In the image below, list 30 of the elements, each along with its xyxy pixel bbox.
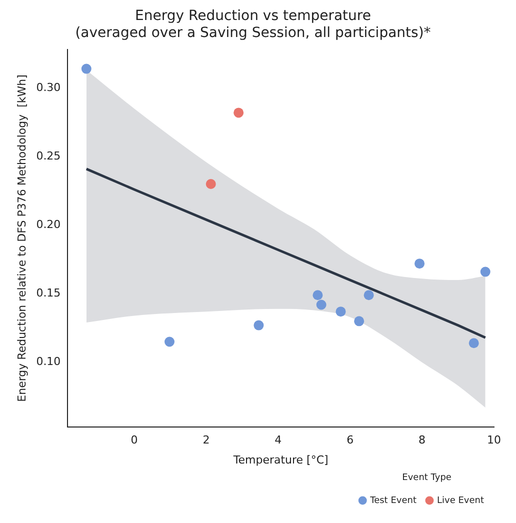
- point: [234, 108, 244, 118]
- point: [468, 338, 479, 348]
- y-tick-label: 0.25: [36, 149, 61, 162]
- point: [254, 320, 264, 330]
- point: [336, 306, 346, 317]
- y-tick-label: 0.10: [36, 355, 61, 368]
- point: [354, 316, 364, 326]
- y-axis-title: Energy Reduction relative to DFS P376 Methodology [kWh]: [15, 74, 28, 402]
- y-tick-label: 0.15: [36, 286, 61, 300]
- x-axis-title: Temperature [°C]: [232, 453, 328, 466]
- legend-label: Live Event: [436, 496, 484, 506]
- point: [312, 290, 323, 300]
- x-tick-label: 4: [274, 433, 282, 446]
- y-tick-label: 0.20: [36, 218, 61, 232]
- point: [414, 258, 425, 269]
- legend-label: Test Event: [369, 496, 417, 506]
- x-tick-label: 6: [346, 433, 354, 446]
- x-tick-label: 10: [487, 433, 501, 446]
- point: [81, 64, 92, 74]
- legend-title: Event Type: [402, 473, 452, 484]
- x-tick-label: 8: [418, 433, 426, 446]
- x-tick-label: 2: [202, 433, 210, 446]
- point: [364, 290, 374, 300]
- point: [480, 266, 490, 277]
- x-tick-label: 0: [130, 433, 138, 446]
- point: [316, 300, 326, 310]
- chart-title: Energy Reduction vs temperature (averaged over a Saving Session, all participants)*: [75, 8, 431, 41]
- y-tick-label: 0.30: [36, 80, 61, 94]
- point: [164, 336, 175, 347]
- point: [206, 179, 216, 190]
